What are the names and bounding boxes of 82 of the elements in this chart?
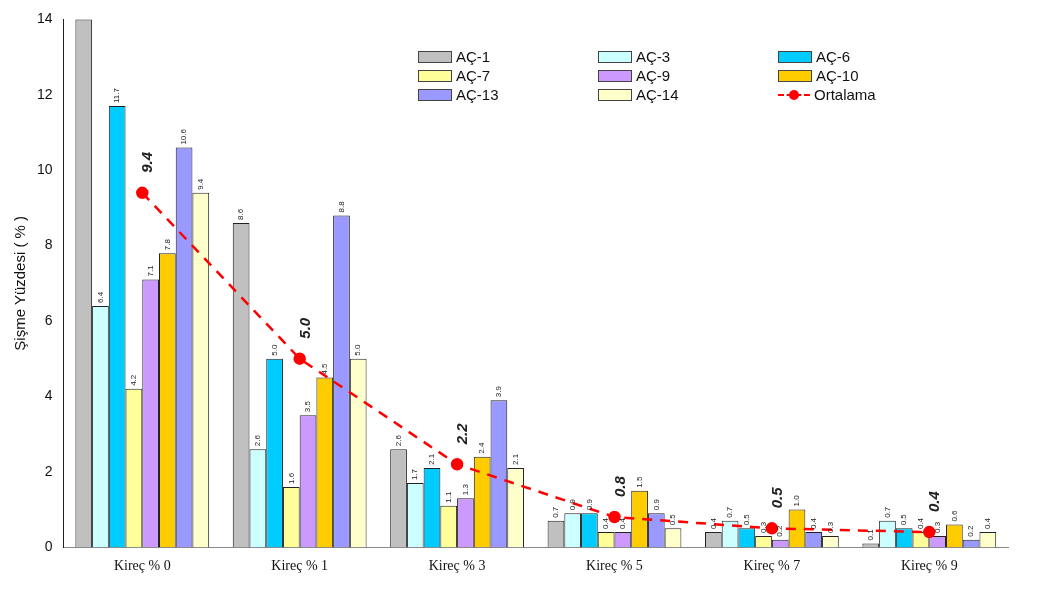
data-label: 0.7 [725, 506, 735, 518]
point [450, 458, 464, 471]
data-label: 0.5 [899, 513, 909, 526]
data-label: 7.8 [162, 238, 172, 251]
data-label: 0.7 [882, 506, 892, 518]
y-tick-label: 6 [44, 311, 53, 328]
data-label: 0.9 [567, 498, 577, 511]
x-tick-label: Kireç % 5 [586, 558, 643, 574]
y-tick-label: 0 [44, 538, 53, 555]
x-tick-label: Kireç % 3 [428, 558, 486, 574]
legend-label: AÇ-9 [636, 67, 671, 84]
x-tick-label: Kireç % 7 [743, 558, 801, 574]
data-label: 5.0 [295, 317, 313, 339]
data-label: 2.6 [393, 434, 403, 447]
data-label: 0.4 [601, 517, 611, 530]
data-label: 3.5 [303, 400, 313, 413]
y-tick-label: 4 [44, 387, 53, 404]
data-label: 0.5 [768, 486, 786, 509]
y-tick-label: 14 [36, 10, 53, 27]
data-label: 6.4 [95, 291, 105, 303]
data-label: 1.0 [792, 494, 802, 507]
x-tick-label: Kireç % 0 [113, 558, 171, 574]
data-label: 7.1 [145, 264, 155, 277]
point [608, 510, 621, 524]
legend-label: AÇ-1 [456, 48, 491, 65]
data-label: 0.9 [584, 498, 594, 511]
y-tick-label: 10 [36, 161, 53, 178]
data-label: 9.4 [196, 178, 206, 190]
legend-label: AÇ-7 [456, 67, 491, 84]
data-label: 5.0 [353, 344, 363, 356]
y-axis-title: Şişme Yüzdesi ( % ) [11, 215, 29, 351]
data-label: 0.2 [775, 524, 785, 537]
y-tick-label: 8 [44, 236, 53, 253]
data-label: 1.1 [443, 491, 453, 503]
legend-label: AÇ-10 [816, 67, 859, 84]
data-label: 0.3 [825, 521, 835, 533]
data-label: 0.8 [610, 475, 628, 498]
data-label: 0.4 [808, 517, 818, 530]
data-label: 0.2 [966, 524, 976, 537]
data-label: 0.5 [668, 513, 678, 526]
data-label: 10.6 [179, 128, 189, 145]
point [293, 352, 306, 365]
data-label: 1.5 [634, 475, 644, 488]
data-label: 1.7 [410, 468, 420, 481]
data-label: 0.4 [618, 517, 628, 530]
legend-label: AÇ-14 [636, 86, 679, 103]
data-label: 0.4 [708, 517, 718, 530]
data-label: 1.3 [460, 483, 470, 496]
data-label: 1.6 [286, 472, 296, 484]
x-tick-label: Kireç % 9 [900, 558, 958, 574]
point [923, 525, 936, 539]
data-label: 2.1 [427, 453, 437, 466]
data-label: 0.3 [758, 521, 768, 533]
legend-label: AÇ-6 [816, 48, 851, 65]
legend-label: AÇ-13 [456, 86, 499, 103]
data-label: 0.3 [932, 521, 942, 533]
legend-label: Ortalama [814, 86, 876, 103]
data-label: 2.2 [453, 422, 471, 446]
legend-label: AÇ-3 [636, 48, 671, 65]
data-label: 3.9 [494, 385, 504, 398]
data-label: 2.4 [477, 442, 487, 454]
data-label: 0.5 [742, 513, 752, 526]
data-label: 8.8 [336, 200, 346, 213]
data-label: 4.5 [319, 362, 329, 375]
data-label: 0.4 [983, 517, 993, 530]
data-label: 0.9 [651, 498, 661, 511]
data-label: 0.1 [865, 528, 875, 541]
y-tick-label: 2 [44, 462, 53, 479]
data-label: 0.6 [949, 509, 959, 522]
data-label: 4.2 [129, 374, 139, 386]
data-label: 0.4 [916, 517, 926, 530]
point [136, 186, 149, 200]
data-label: 2.1 [510, 453, 520, 466]
data-label: 2.6 [253, 434, 263, 447]
data-label: 0.4 [925, 490, 943, 513]
data-label: 11.7 [112, 87, 122, 104]
y-tick-label: 12 [36, 85, 53, 102]
data-label: 0.7 [551, 506, 561, 518]
data-label: 8.6 [236, 208, 246, 220]
data-label: 5.0 [269, 344, 279, 356]
x-tick-label: Kireç % 1 [271, 558, 329, 574]
data-label: 9.4 [138, 151, 156, 173]
